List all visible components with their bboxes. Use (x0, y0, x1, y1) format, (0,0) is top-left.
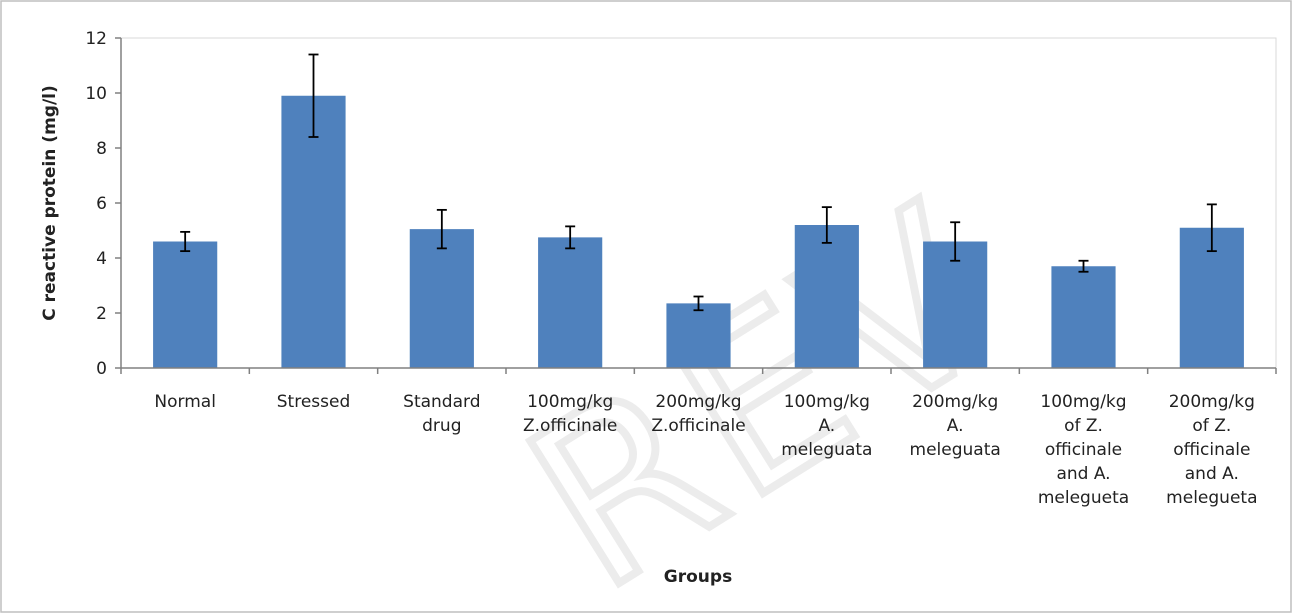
error-bars-group (180, 53, 1217, 312)
x-tick-label: 200mg/kg Z.officinale (651, 392, 745, 436)
x-tick-label: Stressed (277, 392, 351, 412)
error-bar (308, 53, 319, 138)
error-bar (1078, 259, 1089, 273)
error-bar (693, 295, 704, 312)
y-tick-label: 12 (85, 29, 107, 49)
y-tick-label: 4 (96, 249, 107, 269)
y-tick-label: 8 (96, 139, 107, 159)
x-axis-title: Groups (664, 567, 732, 587)
error-bar (180, 230, 191, 253)
bar (666, 303, 731, 368)
y-axis: 0 2 4 6 8 10 12 (85, 29, 122, 379)
y-tick-label: 6 (96, 194, 107, 214)
x-tick-label: 100mg/kg A. meleguata (781, 392, 872, 460)
bar (923, 241, 988, 368)
x-tick-label: Normal (154, 392, 216, 412)
x-tick-label: 200mg/kg A. meleguata (910, 392, 1001, 460)
bar (538, 237, 603, 368)
x-tick-label: 200mg/kg of Z. officinale and A. melegueta (1166, 392, 1257, 508)
error-bar (821, 206, 832, 244)
bar (409, 229, 474, 368)
bar (281, 95, 346, 368)
y-axis-title: C reactive protein (mg/l) (40, 85, 60, 321)
error-bar (950, 221, 961, 262)
error-bar (436, 208, 447, 250)
x-tick-label: 100mg/kg Z.officinale (523, 392, 617, 436)
x-tick-label: 100mg/kg of Z. officinale and A. melegueta (1038, 392, 1129, 508)
bar (1051, 266, 1116, 368)
x-axis (120, 367, 1277, 374)
bar (153, 241, 218, 368)
x-tick-label: Standard drug (403, 392, 480, 436)
y-tick-label: 10 (85, 84, 107, 104)
y-tick-label: 0 (96, 359, 107, 379)
y-tick-label: 2 (96, 304, 107, 324)
error-bar (1206, 203, 1217, 253)
error-bar (565, 225, 576, 250)
bars-group (153, 95, 1244, 368)
bar (794, 225, 859, 368)
category-labels: Normal Stressed Standard drug 100mg/kg Z.offi… (154, 392, 1257, 508)
